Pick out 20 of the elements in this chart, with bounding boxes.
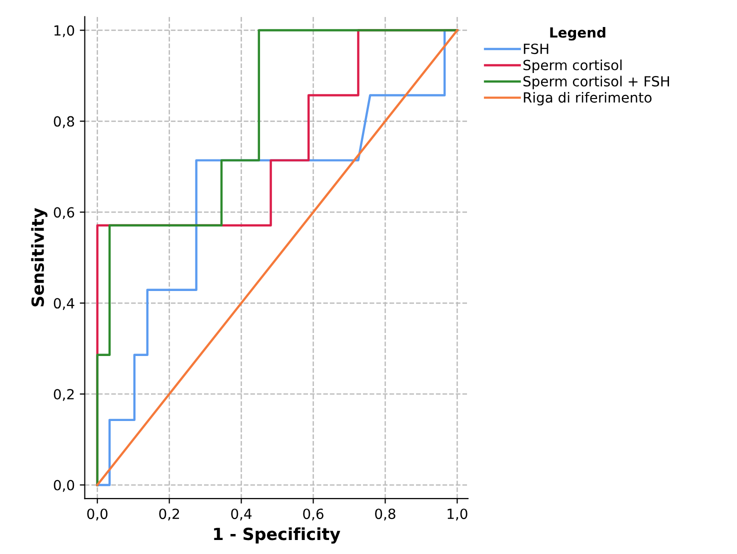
legend-label: FSH <box>524 44 548 54</box>
x-tick-label: 0,4 <box>231 508 252 520</box>
y-axis-title: Sensitivity <box>31 208 48 306</box>
y-tick-label: 0,0 <box>54 480 74 492</box>
y-tick-label: 0,8 <box>54 116 74 128</box>
x-tick-label: 0,8 <box>375 508 396 520</box>
y-tick-label: 0,4 <box>54 298 74 310</box>
x-axis-title: 1 - Specificity <box>214 527 340 544</box>
line-series <box>96 29 458 486</box>
legend-label: Sperm cortisol + FSH <box>523 76 669 90</box>
y-tick-label: 1,0 <box>54 25 74 38</box>
x-tick-label: 1,0 <box>448 508 468 520</box>
y-tick-label: 0,2 <box>54 388 74 401</box>
x-tick-label: 0,2 <box>159 508 179 520</box>
y-tick-label: 0,6 <box>54 207 74 220</box>
legend-label: Riga di riferimento <box>524 92 652 106</box>
legend-label: Sperm cortisol <box>523 60 622 73</box>
legend-title: Legend <box>550 26 606 41</box>
x-tick-label: 0,6 <box>303 508 324 520</box>
x-tick-label: 0,0 <box>87 508 108 520</box>
